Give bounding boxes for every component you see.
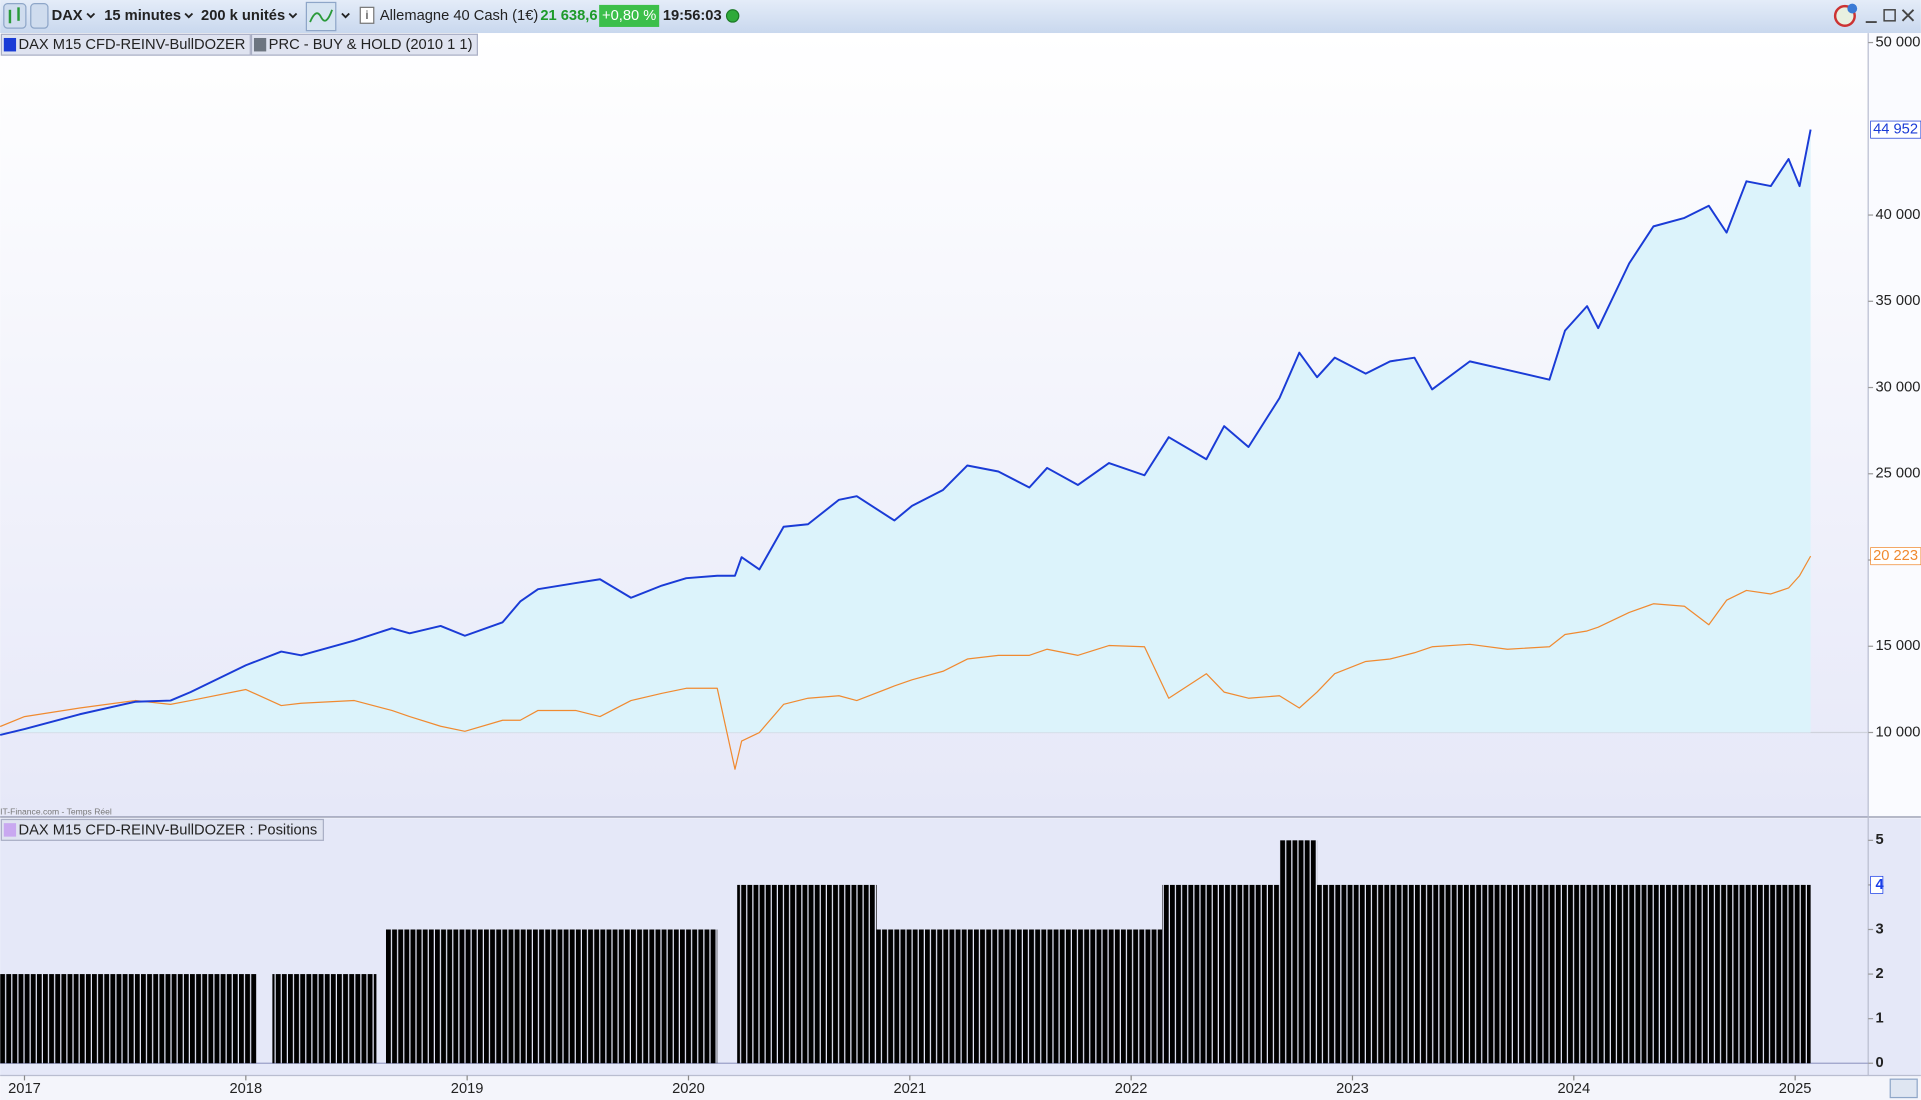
position-bar	[876, 929, 1163, 1064]
change-badge	[599, 4, 660, 27]
x-tick-label: 2018	[229, 1081, 262, 1097]
time-axis-bg	[0, 1075, 1921, 1100]
y-tick-label: 35 000	[1876, 293, 1921, 309]
x-tick-label: 2019	[451, 1081, 484, 1097]
legend-label: DAX M15 CFD-REINV-BullDOZER : Positions	[19, 822, 318, 838]
position-bar	[0, 974, 257, 1064]
position-bar	[1279, 840, 1318, 1064]
position-bar	[272, 974, 377, 1064]
x-tick-label: 2025	[1779, 1081, 1812, 1097]
y-tick-label: 30 000	[1876, 379, 1921, 395]
link-icon[interactable]	[30, 3, 49, 29]
position-bar	[385, 929, 718, 1064]
x-tick-label: 2021	[893, 1081, 926, 1097]
y-tick-label: 1	[1876, 1011, 1884, 1027]
dropdown-arrow[interactable]	[86, 12, 96, 19]
legend-item[interactable]: PRC - BUY & HOLD (2010 1 1)	[250, 33, 478, 56]
legend-swatch	[253, 37, 267, 52]
y-tick-label: 40 000	[1876, 207, 1921, 223]
last-value-label: 44 952	[1873, 122, 1918, 138]
y-tick-label: 4	[1876, 877, 1885, 893]
y-tick-label: 15 000	[1876, 638, 1921, 654]
legend-item[interactable]: DAX M15 CFD-REINV-BullDOZER : Positions	[0, 818, 324, 841]
dropdown-arrow[interactable]	[288, 12, 298, 19]
alerts-badge	[1847, 3, 1858, 14]
units-selector[interactable]: 200 k unités	[201, 8, 285, 24]
x-tick-label: 2020	[672, 1081, 705, 1097]
y-tick-label: 10 000	[1876, 724, 1921, 740]
instrument-name: Allemagne 40 Cash (1€)	[380, 8, 538, 24]
legend-swatch	[3, 37, 17, 52]
info-icon[interactable]	[359, 6, 375, 24]
series-line	[0, 555, 1812, 770]
legend-box	[250, 33, 478, 56]
x-tick-label: 2023	[1336, 1081, 1369, 1097]
timeframe-selector[interactable]: 15 minutes	[104, 8, 181, 24]
toolbar: DAX 15 minutes 200 k unités i Allemagne …	[3, 1, 1915, 32]
dropdown-arrow[interactable]	[341, 12, 350, 19]
info-glyph: i	[366, 8, 369, 22]
y-tick-label: 50 000	[1876, 34, 1921, 50]
y-tick-label: 0	[1876, 1055, 1884, 1071]
symbol-selector[interactable]: DAX	[52, 8, 83, 24]
legend-box	[0, 818, 324, 841]
position-bar	[1162, 884, 1280, 1064]
legend-label: DAX M15 CFD-REINV-BullDOZER	[19, 37, 246, 53]
y-tick-label: 5	[1876, 832, 1884, 848]
legend-item[interactable]: DAX M15 CFD-REINV-BullDOZER	[0, 33, 251, 56]
change-value: +0,80 %	[602, 8, 656, 24]
position-bar	[1317, 884, 1811, 1064]
legend-label: PRC - BUY & HOLD (2010 1 1)	[269, 37, 473, 53]
watermark: IT-Finance.com - Temps Réel	[0, 806, 112, 816]
close-button[interactable]	[1901, 9, 1915, 22]
x-tick-label: 2022	[1115, 1081, 1148, 1097]
toolbar-bg	[0, 0, 1921, 34]
series-line	[0, 129, 1812, 736]
price-axis-bg	[1868, 33, 1921, 818]
legend-box	[0, 33, 251, 56]
legend-swatch	[3, 823, 17, 837]
last-value-box	[1870, 875, 1884, 894]
last-value-label: 20 223	[1873, 548, 1918, 564]
scroll-button[interactable]	[1889, 1078, 1918, 1099]
restore-button[interactable]	[1883, 9, 1896, 22]
candles-icon[interactable]	[3, 3, 27, 29]
y-tick-label: 25 000	[1876, 466, 1921, 482]
bars	[0, 840, 1811, 1064]
x-tick-label: 2024	[1557, 1081, 1590, 1097]
last-price: 21 638,6	[540, 8, 597, 24]
y-tick-label: 3	[1876, 921, 1884, 937]
position-bar	[737, 884, 877, 1064]
equity-area	[0, 129, 1811, 735]
icon-part	[309, 9, 333, 23]
dropdown-arrow[interactable]	[184, 12, 194, 19]
x-tick-label: 2017	[8, 1081, 41, 1097]
status-dot	[725, 9, 740, 23]
y-tick-label: 2	[1876, 966, 1884, 982]
clock: 19:56:03	[663, 8, 722, 24]
